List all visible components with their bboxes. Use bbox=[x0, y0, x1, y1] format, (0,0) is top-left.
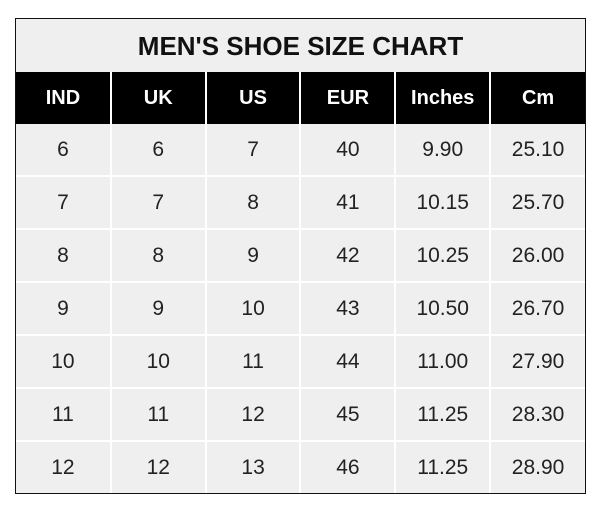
cell-inches: 10.25 bbox=[394, 228, 491, 282]
cell-us: 9 bbox=[204, 228, 301, 282]
column-header-ind: IND bbox=[16, 72, 111, 124]
cell-cm: 26.00 bbox=[489, 228, 585, 282]
cell-ind: 10 bbox=[16, 334, 111, 388]
cell-uk: 7 bbox=[109, 175, 206, 229]
column-header-inches: Inches bbox=[394, 72, 491, 124]
table-row: 10 10 11 44 11.00 27.90 bbox=[16, 334, 585, 388]
cell-uk: 6 bbox=[109, 124, 206, 176]
cell-cm: 26.70 bbox=[489, 281, 585, 335]
column-header-us: US bbox=[204, 72, 301, 124]
cell-eur: 40 bbox=[299, 124, 396, 176]
shoe-size-chart: MEN'S SHOE SIZE CHART IND UK US EUR Inches Cm… bbox=[15, 18, 586, 494]
cell-inches: 11.25 bbox=[394, 387, 491, 441]
cell-cm: 25.10 bbox=[489, 124, 585, 176]
cell-eur: 41 bbox=[299, 175, 396, 229]
cell-inches: 10.15 bbox=[394, 175, 491, 229]
chart-title: MEN'S SHOE SIZE CHART bbox=[16, 19, 585, 72]
cell-eur: 42 bbox=[299, 228, 396, 282]
cell-ind: 8 bbox=[16, 228, 111, 282]
cell-us: 11 bbox=[204, 334, 301, 388]
cell-uk: 8 bbox=[109, 228, 206, 282]
cell-uk: 9 bbox=[109, 281, 206, 335]
table-row: 7 7 8 41 10.15 25.70 bbox=[16, 175, 585, 229]
table-row: 12 12 13 46 11.25 28.90 bbox=[16, 440, 585, 493]
cell-uk: 11 bbox=[109, 387, 206, 441]
cell-inches: 11.00 bbox=[394, 334, 491, 388]
column-header-uk: UK bbox=[109, 72, 206, 124]
cell-us: 10 bbox=[204, 281, 301, 335]
cell-us: 12 bbox=[204, 387, 301, 441]
cell-eur: 43 bbox=[299, 281, 396, 335]
cell-uk: 10 bbox=[109, 334, 206, 388]
cell-eur: 46 bbox=[299, 440, 396, 493]
column-header-eur: EUR bbox=[299, 72, 396, 124]
cell-inches: 11.25 bbox=[394, 440, 491, 493]
cell-inches: 9.90 bbox=[394, 124, 491, 176]
header-row: IND UK US EUR Inches Cm bbox=[16, 72, 585, 124]
cell-eur: 44 bbox=[299, 334, 396, 388]
cell-us: 7 bbox=[204, 124, 301, 176]
cell-ind: 12 bbox=[16, 440, 111, 493]
cell-cm: 28.90 bbox=[489, 440, 585, 493]
size-table: IND UK US EUR Inches Cm 6 6 7 40 9.90 25.10 7 7 8 41 10… bbox=[16, 72, 585, 493]
table-row: 6 6 7 40 9.90 25.10 bbox=[16, 124, 585, 176]
cell-cm: 28.30 bbox=[489, 387, 585, 441]
table-row: 9 9 10 43 10.50 26.70 bbox=[16, 281, 585, 335]
cell-ind: 6 bbox=[57, 137, 69, 161]
cell-us: 13 bbox=[204, 440, 301, 493]
cell-ind: 9 bbox=[16, 281, 111, 335]
cell-us: 8 bbox=[204, 175, 301, 229]
cell-eur: 45 bbox=[299, 387, 396, 441]
cell-cm: 27.90 bbox=[489, 334, 585, 388]
cell-uk: 12 bbox=[109, 440, 206, 493]
cell-ind: 7 bbox=[16, 175, 111, 229]
table-row: 11 11 12 45 11.25 28.30 bbox=[16, 387, 585, 441]
table-row: 8 8 9 42 10.25 26.00 bbox=[16, 228, 585, 282]
cell-inches: 10.50 bbox=[394, 281, 491, 335]
column-header-cm: Cm bbox=[489, 72, 585, 124]
cell-cm: 25.70 bbox=[489, 175, 585, 229]
cell-ind: 11 bbox=[16, 387, 111, 441]
